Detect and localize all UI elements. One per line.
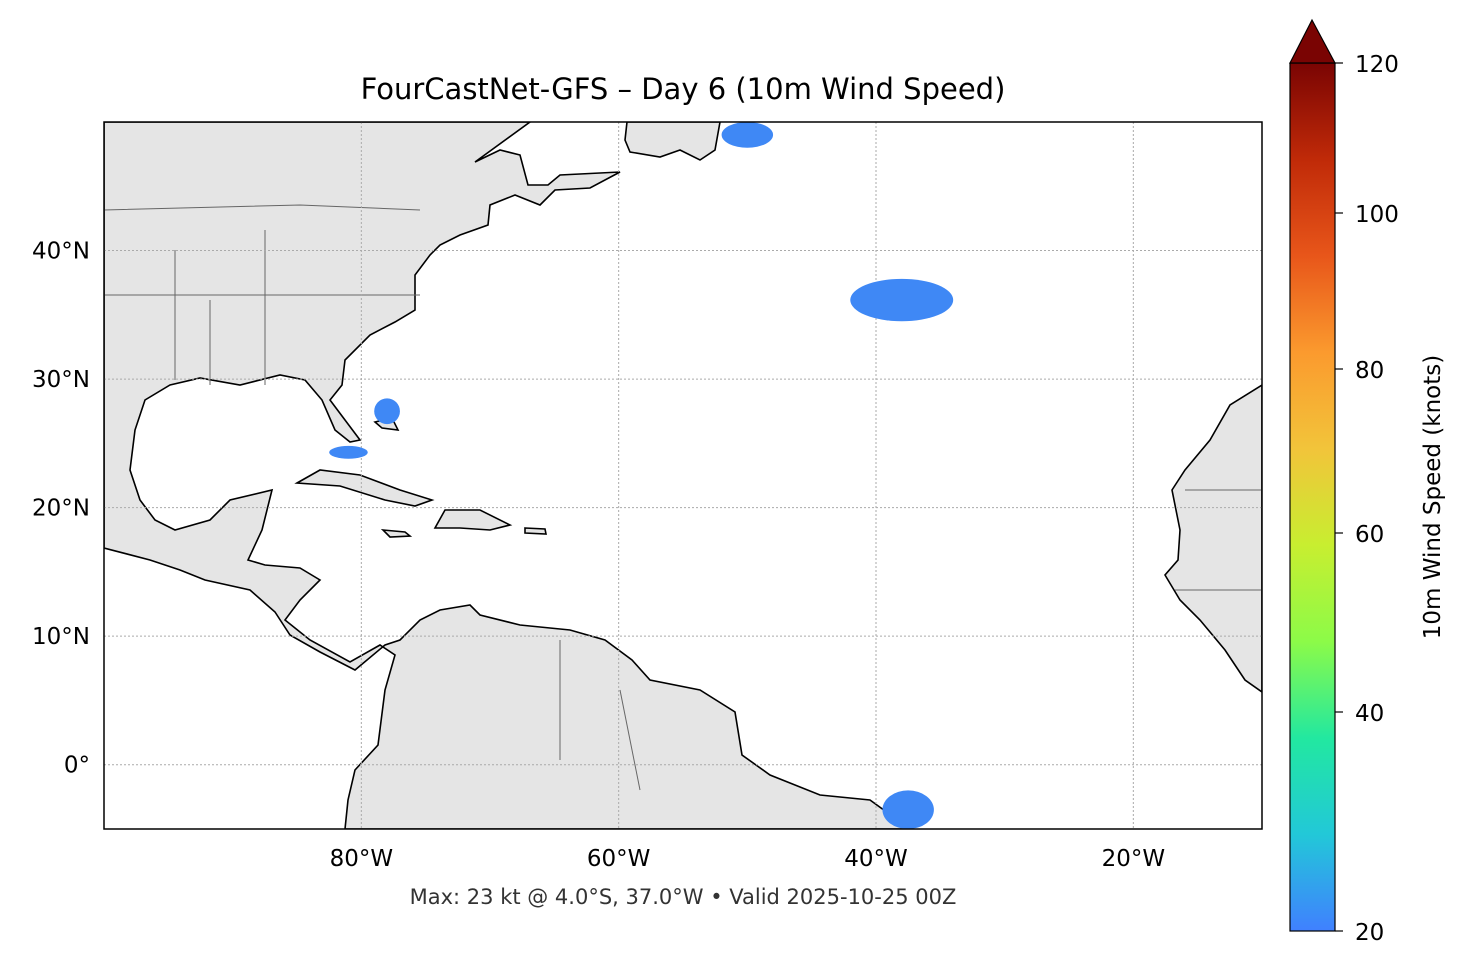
island-jamaica [380,529,413,538]
y-tick-label: 40°N [32,239,90,265]
x-tick-label: 40°W [844,846,908,872]
wind-area [374,398,400,425]
x-tick-label: 20°W [1102,846,1166,872]
x-tick-label: 60°W [587,846,651,872]
colorbar: 20 40 60 80 100 120 10m Wind Speed (knots) [1289,18,1446,946]
border-line [619,689,641,791]
map-caption: Max: 23 kt @ 4.0°S, 37.0°W • Valid 2025-… [410,885,957,909]
colorbar-tick-label: 80 [1355,358,1384,384]
land-layer [104,122,1262,829]
wind-area [850,278,954,322]
colorbar-label: 10m Wind Speed (knots) [1420,355,1446,639]
colorbar-tick-label: 40 [1355,701,1384,727]
y-tick-label: 20°N [32,496,90,522]
island-cuba [294,469,435,507]
gridlines [104,122,1262,829]
x-tick-label: 80°W [330,846,394,872]
island-puerto-rico [524,527,547,535]
colorbar-tick-label: 60 [1355,522,1384,548]
map-title: FourCastNet-GFS – Day 6 (10m Wind Speed) [361,72,1006,106]
landmass-africa [1164,384,1262,693]
landmass-americas [104,122,912,829]
colorbar-gradient [1289,62,1336,932]
y-tick-label: 0° [64,753,90,779]
wind-layer [329,122,954,829]
colorbar-tick-label: 100 [1355,202,1399,228]
wind-area [721,122,774,148]
wind-area [882,790,934,829]
island-hispaniola [433,509,513,531]
y-tick-label: 30°N [32,367,90,393]
y-axis-ticks: 0° 10°N 20°N 30°N 40°N [32,239,90,779]
colorbar-extend-arrow [1289,18,1337,64]
border-line [104,204,421,211]
colorbar-tick-label: 120 [1355,52,1399,78]
island-newfoundland [624,122,721,161]
wind-area [329,445,368,459]
map-area [103,121,1263,830]
colorbar-tick-label: 20 [1355,920,1384,946]
colorbar-ticks: 20 40 60 80 100 120 [1335,52,1399,946]
y-tick-label: 10°N [32,624,90,650]
x-axis-ticks: 80°W 60°W 40°W 20°W [330,846,1166,872]
map-frame [103,121,1263,830]
